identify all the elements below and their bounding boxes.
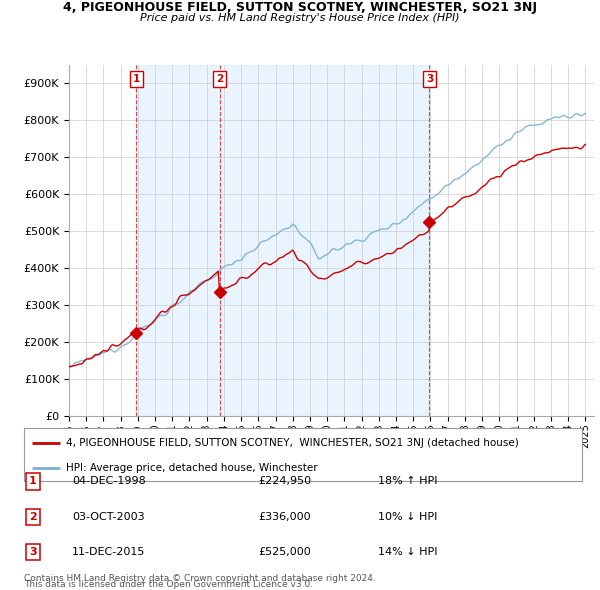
Text: 04-DEC-1998: 04-DEC-1998	[72, 477, 146, 486]
Text: £525,000: £525,000	[258, 548, 311, 557]
Text: 14% ↓ HPI: 14% ↓ HPI	[378, 548, 437, 557]
Text: 2: 2	[29, 512, 37, 522]
Text: 3: 3	[426, 74, 433, 84]
Bar	[220, 65, 430, 416]
Text: £336,000: £336,000	[258, 512, 311, 522]
Text: Price paid vs. HM Land Registry's House Price Index (HPI): Price paid vs. HM Land Registry's House …	[140, 13, 460, 23]
Text: 11-DEC-2015: 11-DEC-2015	[72, 548, 145, 557]
Text: 03-OCT-2003: 03-OCT-2003	[72, 512, 145, 522]
Text: £224,950: £224,950	[258, 477, 311, 486]
Text: 10% ↓ HPI: 10% ↓ HPI	[378, 512, 437, 522]
Text: 4, PIGEONHOUSE FIELD, SUTTON SCOTNEY, WINCHESTER, SO21 3NJ: 4, PIGEONHOUSE FIELD, SUTTON SCOTNEY, WI…	[63, 1, 537, 14]
Text: HPI: Average price, detached house, Winchester: HPI: Average price, detached house, Winc…	[66, 463, 317, 473]
Text: 18% ↑ HPI: 18% ↑ HPI	[378, 477, 437, 486]
Text: This data is licensed under the Open Government Licence v3.0.: This data is licensed under the Open Gov…	[24, 581, 313, 589]
Text: Contains HM Land Registry data © Crown copyright and database right 2024.: Contains HM Land Registry data © Crown c…	[24, 574, 376, 583]
Text: 2: 2	[216, 74, 223, 84]
Bar	[136, 65, 220, 416]
Text: 1: 1	[133, 74, 140, 84]
Text: 3: 3	[29, 548, 37, 557]
Text: 1: 1	[29, 477, 37, 486]
Text: 4, PIGEONHOUSE FIELD, SUTTON SCOTNEY,  WINCHESTER, SO21 3NJ (detached house): 4, PIGEONHOUSE FIELD, SUTTON SCOTNEY, WI…	[66, 438, 518, 448]
